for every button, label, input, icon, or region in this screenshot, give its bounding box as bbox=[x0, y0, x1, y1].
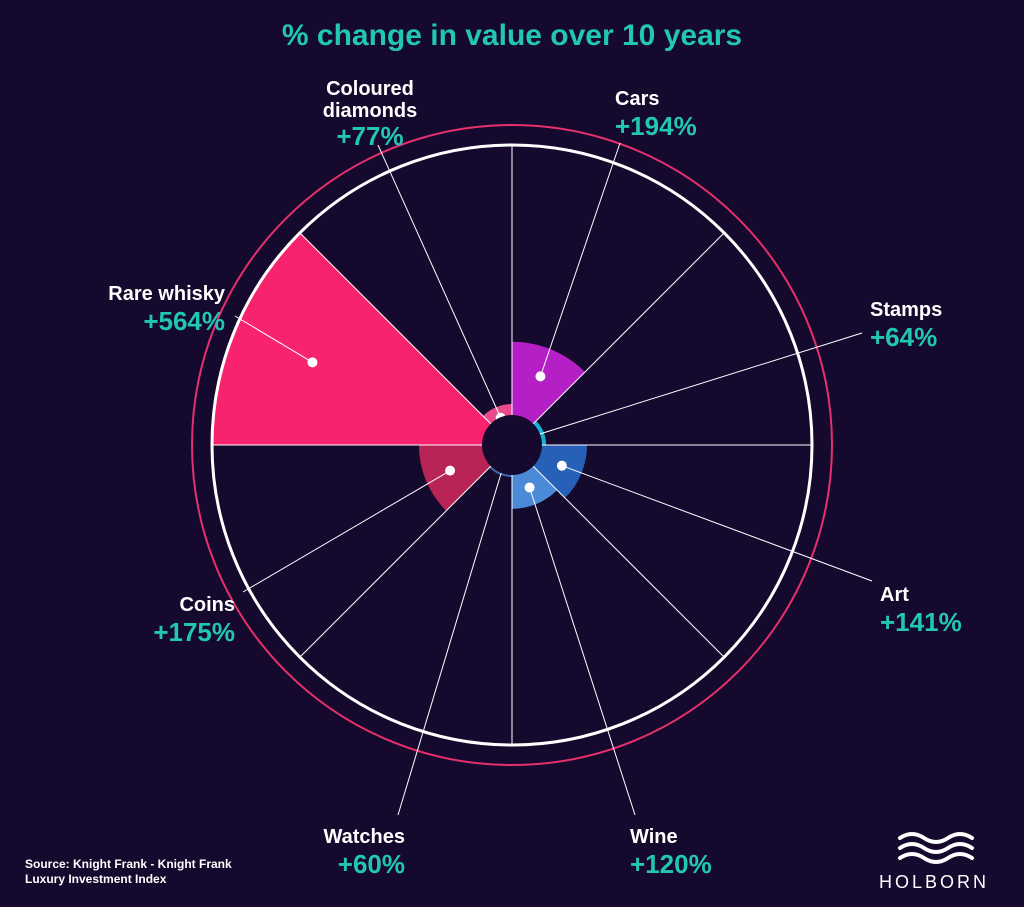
category-label: Coloured bbox=[326, 78, 414, 100]
source-line2: Luxury Investment Index bbox=[25, 872, 167, 886]
category-label: diamonds bbox=[323, 100, 417, 122]
category-value: +77% bbox=[336, 121, 403, 151]
category-label: Wine bbox=[630, 826, 678, 848]
category-value: +120% bbox=[630, 849, 712, 879]
leader-dot bbox=[535, 371, 545, 381]
leader-dot bbox=[525, 482, 535, 492]
leader-dot bbox=[307, 357, 317, 367]
leader-dot bbox=[445, 466, 455, 476]
chart-title: % change in value over 10 years bbox=[282, 19, 742, 52]
category-label: Cars bbox=[615, 88, 659, 110]
leader-dot bbox=[557, 461, 567, 471]
category-label: Watches bbox=[323, 826, 405, 848]
category-label: Stamps bbox=[870, 299, 942, 321]
category-value: +64% bbox=[870, 322, 937, 352]
category-value: +141% bbox=[880, 607, 962, 637]
category-label: Art bbox=[880, 584, 909, 606]
brand-name: HOLBORN bbox=[879, 872, 989, 892]
category-label: Coins bbox=[179, 594, 235, 616]
source-line1: Source: Knight Frank - Knight Frank bbox=[25, 857, 232, 871]
category-value: +564% bbox=[143, 306, 225, 336]
category-value: +175% bbox=[153, 617, 235, 647]
category-value: +60% bbox=[338, 849, 405, 879]
category-value: +194% bbox=[615, 111, 697, 141]
category-label: Rare whisky bbox=[108, 283, 226, 305]
center-hole bbox=[482, 415, 542, 475]
